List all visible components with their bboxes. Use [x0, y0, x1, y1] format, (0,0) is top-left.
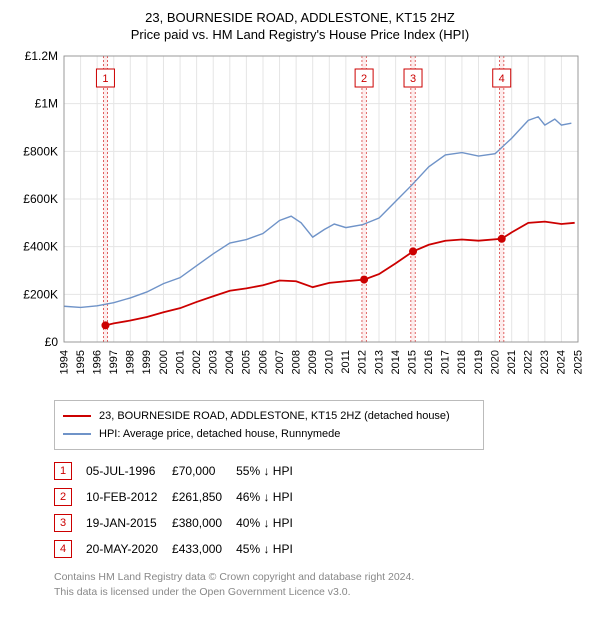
sales-row: 2 10-FEB-2012£261,85046% ↓ HPI [54, 484, 307, 510]
svg-text:1998: 1998 [125, 350, 137, 374]
svg-text:2009: 2009 [307, 350, 319, 374]
legend-label: 23, BOURNESIDE ROAD, ADDLESTONE, KT15 2H… [99, 410, 450, 422]
sale-date: 10-FEB-2012 [86, 484, 172, 510]
legend-label: HPI: Average price, detached house, Runn… [99, 428, 340, 440]
footnote-line2: This data is licensed under the Open Gov… [54, 586, 351, 598]
sale-pct: 45% ↓ HPI [236, 536, 307, 562]
svg-text:1: 1 [102, 73, 108, 85]
arrow-down-icon: ↓ [263, 464, 269, 478]
footnote: Contains HM Land Registry data © Crown c… [54, 570, 584, 599]
svg-text:1999: 1999 [141, 350, 153, 374]
arrow-down-icon: ↓ [263, 490, 269, 504]
sale-marker: 3 [54, 514, 72, 532]
svg-text:2017: 2017 [440, 350, 452, 374]
svg-text:2019: 2019 [473, 350, 485, 374]
legend-item-price-paid: 23, BOURNESIDE ROAD, ADDLESTONE, KT15 2H… [63, 407, 475, 425]
svg-text:2012: 2012 [357, 350, 369, 374]
svg-text:2014: 2014 [390, 350, 402, 374]
sales-table: 1 05-JUL-1996£70,00055% ↓ HPI 2 10-FEB-2012… [54, 458, 307, 562]
svg-text:2018: 2018 [456, 350, 468, 374]
svg-text:2010: 2010 [324, 350, 336, 374]
svg-text:£200K: £200K [23, 287, 58, 301]
svg-text:£400K: £400K [23, 240, 58, 254]
chart-container: 23, BOURNESIDE ROAD, ADDLESTONE, KT15 2H… [0, 0, 600, 609]
svg-text:2020: 2020 [489, 350, 501, 374]
arrow-down-icon: ↓ [263, 542, 269, 556]
sale-date: 05-JUL-1996 [86, 458, 172, 484]
sale-marker: 4 [54, 540, 72, 558]
sale-pct: 40% ↓ HPI [236, 510, 307, 536]
svg-text:2025: 2025 [572, 350, 584, 374]
footnote-line1: Contains HM Land Registry data © Crown c… [54, 571, 414, 583]
svg-text:£1.2M: £1.2M [25, 50, 58, 63]
svg-text:£0: £0 [45, 335, 59, 349]
svg-text:2024: 2024 [556, 350, 568, 374]
svg-text:2011: 2011 [340, 350, 352, 374]
svg-text:£600K: £600K [23, 192, 58, 206]
sale-price: £70,000 [172, 458, 236, 484]
svg-text:£800K: £800K [23, 144, 58, 158]
sale-date: 20-MAY-2020 [86, 536, 172, 562]
chart-title-line1: 23, BOURNESIDE ROAD, ADDLESTONE, KT15 2H… [12, 10, 588, 25]
sale-price: £261,850 [172, 484, 236, 510]
sale-price: £380,000 [172, 510, 236, 536]
sales-row: 4 20-MAY-2020£433,00045% ↓ HPI [54, 536, 307, 562]
sale-pct: 46% ↓ HPI [236, 484, 307, 510]
sale-date: 19-JAN-2015 [86, 510, 172, 536]
legend-swatch [63, 415, 91, 417]
svg-text:2015: 2015 [406, 350, 418, 374]
arrow-down-icon: ↓ [263, 516, 269, 530]
svg-text:2005: 2005 [241, 350, 253, 374]
svg-text:2001: 2001 [174, 350, 186, 374]
svg-text:2022: 2022 [523, 350, 535, 374]
chart-svg: £0 £200K £400K £600K £800K £1M £1.2M 1994 1995 19… [12, 50, 588, 390]
svg-text:1997: 1997 [108, 350, 120, 374]
svg-text:2016: 2016 [423, 350, 435, 374]
sale-marker: 2 [54, 488, 72, 506]
chart-title-line2: Price paid vs. HM Land Registry's House … [12, 27, 588, 42]
sale-price: £433,000 [172, 536, 236, 562]
svg-text:1996: 1996 [91, 350, 103, 374]
svg-text:1994: 1994 [58, 350, 70, 374]
svg-text:2008: 2008 [290, 350, 302, 374]
chart-area: £0 £200K £400K £600K £800K £1M £1.2M 1994 1995 19… [12, 50, 588, 390]
sales-row: 3 19-JAN-2015£380,00040% ↓ HPI [54, 510, 307, 536]
svg-text:2002: 2002 [191, 350, 203, 374]
sales-row: 1 05-JUL-1996£70,00055% ↓ HPI [54, 458, 307, 484]
svg-text:2013: 2013 [373, 350, 385, 374]
svg-text:4: 4 [499, 73, 505, 85]
svg-text:2007: 2007 [274, 350, 286, 374]
sale-marker: 1 [54, 462, 72, 480]
svg-text:2000: 2000 [158, 350, 170, 374]
sale-pct: 55% ↓ HPI [236, 458, 307, 484]
legend-swatch [63, 433, 91, 435]
legend-item-hpi: HPI: Average price, detached house, Runn… [63, 425, 475, 443]
svg-text:2003: 2003 [208, 350, 220, 374]
svg-text:2004: 2004 [224, 350, 236, 374]
legend-box: 23, BOURNESIDE ROAD, ADDLESTONE, KT15 2H… [54, 400, 484, 450]
svg-text:£1M: £1M [35, 97, 58, 111]
svg-text:3: 3 [410, 73, 416, 85]
svg-text:2021: 2021 [506, 350, 518, 374]
svg-text:2023: 2023 [539, 350, 551, 374]
svg-text:1995: 1995 [75, 350, 87, 374]
svg-text:2: 2 [361, 73, 367, 85]
svg-text:2006: 2006 [257, 350, 269, 374]
